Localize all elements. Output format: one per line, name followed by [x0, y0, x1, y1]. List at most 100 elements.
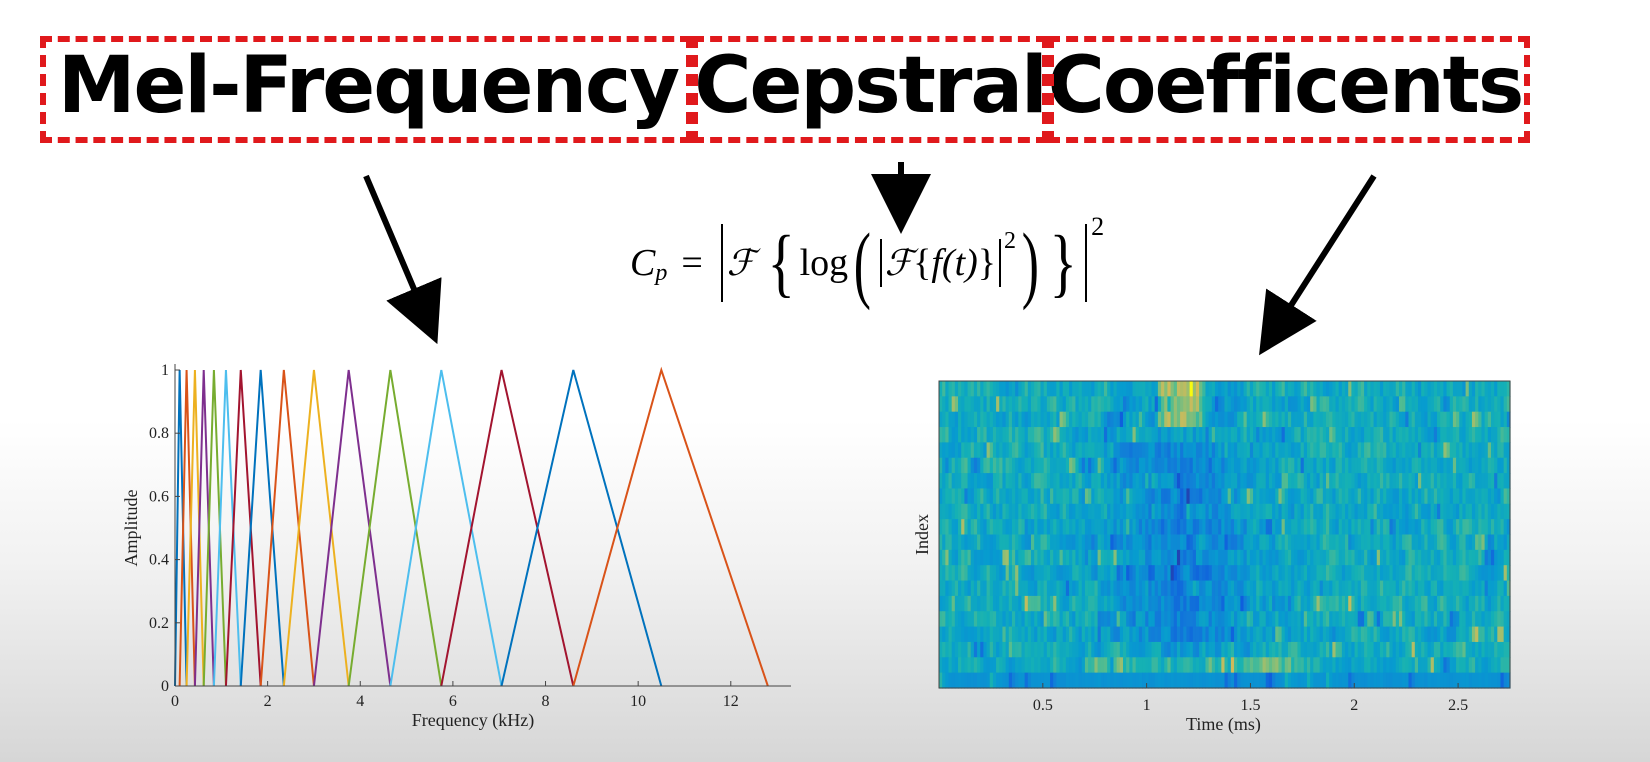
mfcc-cell [1297, 626, 1302, 643]
mfcc-cell [1170, 657, 1175, 674]
mfcc-frame [938, 380, 1511, 689]
mfcc-cell [1484, 626, 1489, 643]
mfcc-cell [1015, 473, 1019, 490]
mfcc-cell [1421, 503, 1425, 520]
mfcc-cell [1151, 503, 1156, 520]
mfcc-cell [1275, 657, 1280, 674]
mfcc-cell [1005, 595, 1010, 612]
mfcc-cell [1081, 473, 1086, 490]
mfcc-cell [1338, 611, 1343, 628]
mfcc-cell [1291, 427, 1295, 443]
mfcc-cell [1221, 519, 1226, 536]
mfcc-cell [1211, 595, 1216, 612]
mfcc-cell [1103, 641, 1108, 658]
mfcc-cell [983, 381, 988, 397]
mfcc-cell [1205, 534, 1210, 551]
mfcc-cell [1205, 519, 1210, 536]
mfcc-cell [1443, 626, 1448, 643]
mfcc-cell [945, 396, 950, 413]
mfcc-cell [1189, 611, 1194, 628]
mfcc-cell [1360, 427, 1365, 443]
mfcc-cell [1151, 473, 1156, 490]
mfcc-cell [1351, 457, 1356, 474]
mfcc-cell [992, 396, 997, 413]
mfcc-cell [1287, 580, 1292, 597]
mfcc-cell [1468, 611, 1473, 628]
mfcc-cell [1471, 503, 1476, 520]
mfcc-cell [1240, 549, 1245, 566]
mfcc-cell [954, 672, 959, 689]
mfcc-cell [1227, 381, 1232, 397]
mfcc-cell [1259, 580, 1264, 597]
mfcc-cell [1414, 580, 1419, 597]
mfcc-cell [1360, 381, 1365, 397]
mfcc-cell [1189, 488, 1194, 505]
mfcc-cell [1421, 580, 1425, 597]
mfcc-cell [1456, 534, 1460, 551]
mfcc-cell [1345, 595, 1349, 612]
mfcc-cell [1418, 488, 1422, 505]
mfcc-cell [1157, 580, 1162, 597]
mfcc-cell [1002, 549, 1007, 566]
mfcc-cell [1490, 503, 1495, 520]
mfcc-cell [1173, 549, 1178, 566]
mfcc-cell [1062, 672, 1067, 689]
mfcc-cell [1072, 427, 1076, 443]
mfcc-cell [1030, 519, 1035, 536]
mfcc-cell [1113, 626, 1118, 643]
mfcc-cell [1056, 381, 1061, 397]
mfcc-cell [1316, 565, 1321, 582]
mfcc-cell [1103, 427, 1108, 443]
mfcc-cell [1186, 565, 1191, 582]
mfcc-cell [1161, 657, 1165, 674]
mfcc-cell [1008, 534, 1013, 551]
mfcc-cell [970, 641, 975, 658]
mfcc-cell [1062, 473, 1067, 490]
mfcc-cell [1053, 396, 1057, 413]
mfcc-cell [1199, 580, 1203, 597]
mfcc-cell [1224, 503, 1229, 520]
mfcc-cell [1386, 381, 1391, 397]
mfcc-cell [1462, 641, 1467, 658]
mfcc-cell [1091, 457, 1096, 474]
mfcc-cell [948, 580, 953, 597]
mfcc-cell [1392, 519, 1397, 536]
mfcc-cell [1237, 672, 1241, 689]
mfcc-cell [1395, 534, 1400, 551]
mfcc-cell [1227, 641, 1232, 658]
mfcc-cell [1142, 396, 1146, 413]
mfcc-cell [1002, 519, 1007, 536]
mfcc-cell [1227, 580, 1232, 597]
mfcc-cell [1214, 580, 1219, 597]
mfcc-cell [1452, 534, 1457, 551]
mfcc-cell [1161, 519, 1165, 536]
mfcc-cell [951, 549, 956, 566]
mfcc-cell [980, 442, 985, 459]
mfcc-cell [1291, 611, 1295, 628]
mfcc-cell [1189, 580, 1194, 597]
mfcc-cell [1405, 457, 1410, 474]
mfcc-cell [1500, 503, 1505, 520]
mfcc-cell [1103, 519, 1108, 536]
mfcc-cell [1278, 519, 1283, 536]
mfcc-cell [1430, 626, 1435, 643]
mfcc-cell [1418, 442, 1422, 459]
mfcc-cell [1091, 473, 1096, 490]
mfcc-cell [1370, 641, 1375, 658]
mfcc-cell [1008, 549, 1013, 566]
mfcc-cell [1284, 565, 1289, 582]
mfcc-cell [1452, 519, 1457, 536]
filterbank-x-tick-label: 6 [449, 693, 457, 710]
mfcc-cell [1383, 611, 1387, 628]
mfcc-cell [1097, 595, 1102, 612]
mfcc-cell [1306, 503, 1311, 520]
mfcc-cell [1046, 657, 1051, 674]
mfcc-cell [1018, 457, 1023, 474]
filter-triangle-12 [347, 369, 443, 687]
mfcc-cell [1157, 396, 1162, 413]
mfcc-cell [1437, 488, 1441, 505]
mfcc-cell [1430, 396, 1435, 413]
mfcc-cell [1062, 411, 1067, 428]
mfcc-cell [1268, 396, 1273, 413]
mfcc-cell [948, 595, 953, 612]
